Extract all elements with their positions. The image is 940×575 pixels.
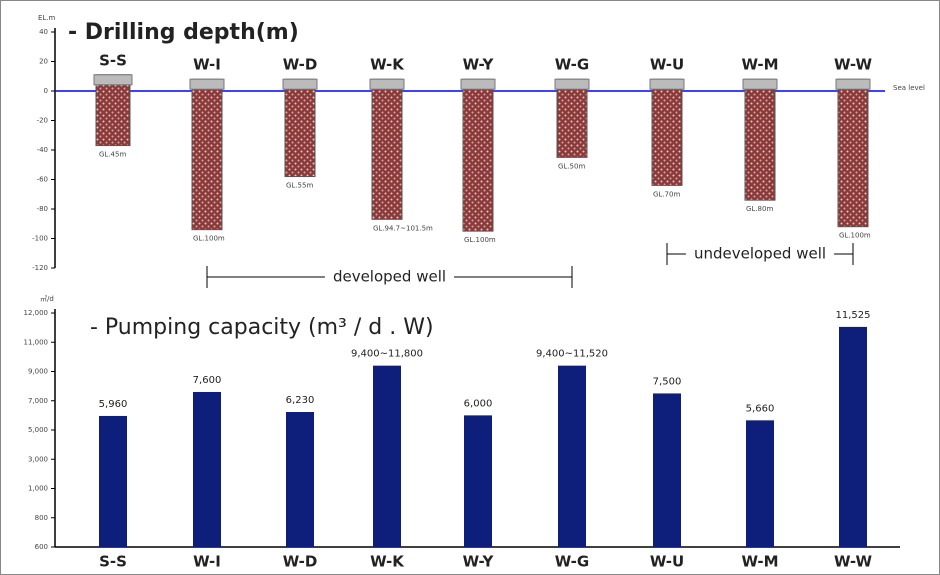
casing-cap — [282, 78, 318, 90]
value-label: 9,400~11,800 — [351, 349, 423, 360]
category-label: W-K — [370, 56, 405, 74]
bar — [558, 365, 586, 547]
depth-label: GL.100m — [464, 236, 496, 244]
annotation: developed well — [333, 268, 446, 286]
y-axis-label: ㎥/d — [40, 294, 54, 303]
well-column — [371, 78, 403, 220]
depth-label: GL.100m — [193, 235, 225, 243]
x-tick-label: W-K — [370, 553, 405, 571]
depth-label: GL.94.7~101.5m — [373, 224, 433, 232]
casing-cap — [460, 78, 496, 90]
bar — [373, 365, 401, 547]
well-column — [744, 78, 776, 201]
casing-cap — [742, 78, 778, 90]
y-tick-label: 12,000 — [24, 309, 49, 317]
x-tick-label: W-Y — [463, 553, 495, 571]
category-label: W-U — [650, 56, 684, 74]
x-tick-label: W-W — [834, 553, 872, 571]
y-tick-label: 800 — [35, 514, 48, 522]
value-label: 7,500 — [653, 376, 682, 387]
value-label: 6,230 — [286, 395, 315, 406]
category-label: W-I — [193, 56, 221, 74]
bar — [286, 412, 314, 547]
y-tick-label: 5,000 — [28, 426, 48, 434]
y-tick-label: 0 — [44, 87, 48, 95]
bar — [746, 420, 774, 547]
well-column — [191, 78, 223, 231]
y-tick-label: -20 — [37, 117, 48, 125]
y-tick-label: 20 — [39, 58, 48, 66]
casing-cap — [93, 74, 133, 86]
x-tick-label: W-U — [650, 553, 684, 571]
casing-cap — [554, 78, 590, 90]
casing-cap — [369, 78, 405, 90]
depth-label: GL.55m — [286, 182, 313, 190]
chart-title: - Pumping capacity (m³ / d . W) — [90, 315, 434, 340]
x-tick-label: W-G — [555, 553, 589, 571]
chart-title: - Drilling depth(m) — [68, 20, 299, 45]
depth-label: GL.70m — [653, 190, 680, 198]
bar — [653, 393, 681, 547]
well-column — [651, 78, 683, 186]
y-tick-label: 1,000 — [28, 485, 48, 493]
value-label: 5,660 — [746, 403, 775, 414]
value-label: 7,600 — [193, 375, 222, 386]
casing-cap — [189, 78, 225, 90]
x-tick-label: S-S — [99, 553, 127, 571]
y-tick-label: -40 — [37, 146, 48, 154]
reference-label: Sea level — [893, 84, 925, 92]
well-column — [95, 74, 131, 147]
value-label: 6,000 — [464, 398, 493, 409]
value-label: 5,960 — [99, 399, 128, 410]
annotation: undeveloped well — [694, 245, 826, 263]
category-label: W-M — [741, 56, 778, 74]
bar — [193, 391, 221, 547]
y-tick-label: -80 — [37, 205, 48, 213]
casing-cap — [649, 78, 685, 90]
y-tick-label: 40 — [39, 28, 48, 36]
y-tick-label: 3,000 — [28, 455, 48, 463]
x-tick-label: W-D — [283, 553, 318, 571]
y-tick-label: 600 — [35, 543, 48, 551]
bar — [464, 415, 492, 547]
value-label: 11,525 — [836, 310, 871, 321]
y-tick-label: -120 — [32, 264, 48, 272]
well-column — [284, 78, 316, 178]
category-label: W-W — [834, 56, 872, 74]
bar — [99, 415, 127, 547]
bar — [839, 326, 867, 547]
well-column — [462, 78, 494, 232]
casing-cap — [835, 78, 871, 90]
depth-label: GL.100m — [839, 232, 871, 240]
y-tick-label: 7,000 — [28, 397, 48, 405]
value-label: 9,400~11,520 — [536, 349, 608, 360]
well-column — [556, 78, 588, 158]
y-tick-label: 11,000 — [24, 338, 49, 346]
category-label: W-G — [555, 56, 589, 74]
category-label: S-S — [99, 51, 127, 69]
depth-label: GL.50m — [558, 162, 585, 170]
y-tick-label: -100 — [32, 235, 48, 243]
depth-label: GL.45m — [99, 151, 126, 159]
well-column — [837, 78, 869, 228]
y-axis-label: EL.m — [38, 14, 56, 22]
x-tick-label: W-M — [741, 553, 778, 571]
category-label: W-Y — [463, 56, 495, 74]
category-label: W-D — [283, 56, 318, 74]
depth-label: GL.80m — [746, 205, 773, 213]
y-tick-label: 9,000 — [28, 368, 48, 376]
y-tick-label: -60 — [37, 176, 48, 184]
x-tick-label: W-I — [193, 553, 221, 571]
